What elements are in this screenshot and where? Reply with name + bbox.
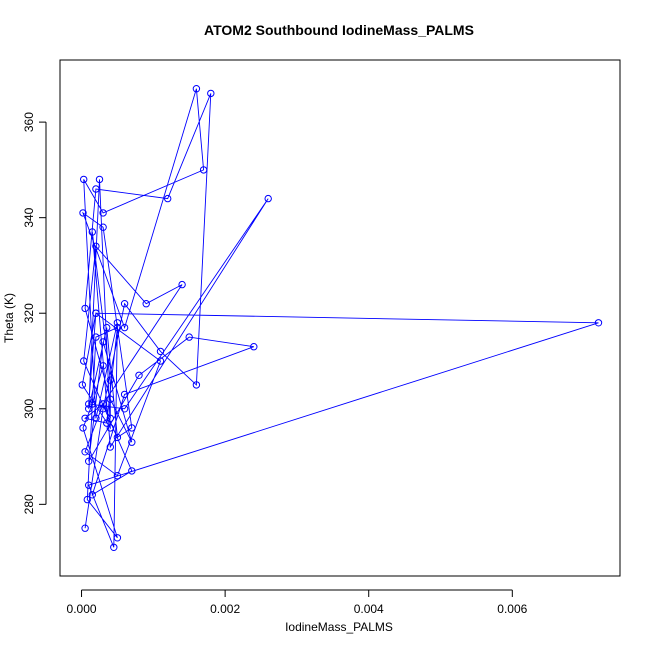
data-point xyxy=(192,85,201,93)
series-line xyxy=(81,88,599,548)
data-point xyxy=(88,491,97,499)
data-point xyxy=(128,424,136,432)
data-point xyxy=(106,414,115,422)
plot-frame xyxy=(59,59,621,577)
data-point xyxy=(83,495,92,504)
data-point xyxy=(78,381,87,389)
data-point xyxy=(142,300,150,308)
data-point xyxy=(128,467,136,475)
data-point xyxy=(85,400,93,408)
data-point xyxy=(81,304,89,313)
data-point xyxy=(88,400,97,408)
x-tick-label: 0.000 xyxy=(67,602,97,616)
data-point xyxy=(113,319,122,327)
data-point xyxy=(264,194,272,203)
data-point xyxy=(156,357,165,365)
data-point xyxy=(92,242,100,251)
data-point xyxy=(164,194,172,203)
data-point xyxy=(81,448,89,456)
data-point xyxy=(106,395,115,403)
data-point xyxy=(250,343,258,351)
data-point xyxy=(99,362,107,370)
x-axis-label: IodineMass_PALMS xyxy=(285,620,393,634)
x-tick-label: 0.004 xyxy=(354,602,384,616)
data-point xyxy=(79,424,87,432)
data-point xyxy=(88,228,97,236)
data-point xyxy=(99,223,107,231)
data-point xyxy=(120,390,129,399)
data-point xyxy=(594,319,603,327)
data-point xyxy=(120,300,129,308)
data-point xyxy=(85,457,93,465)
data-point xyxy=(128,438,136,446)
data-point xyxy=(106,424,115,432)
data-point xyxy=(80,357,88,365)
data-point xyxy=(185,333,193,341)
data-point xyxy=(106,376,115,384)
x-tick-label: 0.006 xyxy=(497,602,527,616)
data-point xyxy=(207,89,215,98)
data-point xyxy=(92,309,100,317)
data-point xyxy=(113,534,122,542)
data-point xyxy=(103,323,111,332)
data-point xyxy=(85,405,93,413)
data-point xyxy=(106,443,115,451)
data-point xyxy=(92,333,100,341)
data-point xyxy=(199,166,208,174)
data-point xyxy=(178,280,186,289)
data-point xyxy=(99,400,107,408)
series-layer xyxy=(78,85,603,551)
data-point xyxy=(99,209,107,217)
data-point xyxy=(135,371,143,379)
x-tick-label: 0.002 xyxy=(210,602,240,616)
data-point xyxy=(103,419,111,427)
data-point xyxy=(110,543,118,551)
data-point xyxy=(92,414,100,422)
y-tick-label: 360 xyxy=(22,112,36,132)
data-point xyxy=(113,323,122,332)
data-point xyxy=(95,175,104,184)
data-point xyxy=(99,338,107,346)
data-point xyxy=(113,472,122,480)
y-axis-label: Theta (K) xyxy=(2,293,16,343)
data-point xyxy=(80,175,88,184)
y-tick-label: 340 xyxy=(22,207,36,227)
data-point xyxy=(79,209,87,217)
y-tick-label: 320 xyxy=(22,303,36,323)
chart-title: ATOM2 Southbound IodineMass_PALMS xyxy=(204,22,474,38)
data-point xyxy=(81,524,89,532)
data-point xyxy=(92,185,100,193)
data-point xyxy=(192,381,201,389)
data-point xyxy=(156,347,165,356)
y-tick-label: 300 xyxy=(22,398,36,418)
data-point xyxy=(99,405,107,413)
data-point xyxy=(120,405,129,413)
data-point xyxy=(120,323,129,332)
data-point xyxy=(81,414,89,422)
y-tick-label: 280 xyxy=(22,494,36,514)
data-point xyxy=(85,481,93,489)
data-point xyxy=(113,433,122,442)
axes: 0.000 0.002 0.004 0.006 280 300 320 340 360 xyxy=(22,112,528,616)
